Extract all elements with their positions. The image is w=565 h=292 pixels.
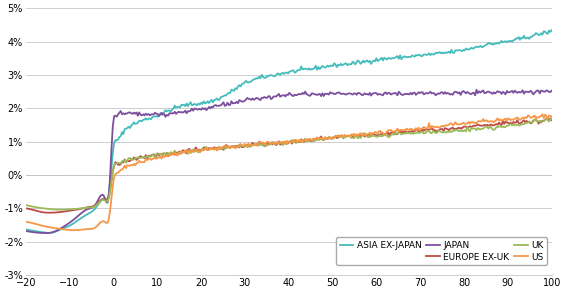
ASIA EX-JAPAN (406, 55, 412, 59)
ASIA EX-JAPAN (232, 86, 239, 90)
Line: EUROPE EX-UK: EUROPE EX-UK (26, 118, 551, 213)
US (539, 112, 546, 116)
JAPAN (354, 91, 361, 95)
UK (548, 117, 555, 121)
US (23, 220, 29, 223)
Line: JAPAN: JAPAN (26, 90, 551, 233)
Line: US: US (26, 114, 551, 230)
UK (87, 206, 94, 209)
JAPAN (548, 89, 555, 93)
US (548, 115, 555, 119)
US (354, 134, 361, 138)
ASIA EX-JAPAN (46, 231, 53, 235)
JAPAN (195, 107, 202, 111)
EUROPE EX-UK (232, 145, 239, 148)
UK (543, 117, 550, 120)
ASIA EX-JAPAN (23, 227, 29, 231)
UK (195, 150, 202, 154)
UK (232, 145, 239, 149)
EUROPE EX-UK (87, 205, 94, 209)
Line: UK: UK (26, 118, 551, 210)
UK (354, 137, 361, 140)
UK (56, 208, 63, 211)
EUROPE EX-UK (403, 131, 410, 134)
Line: ASIA EX-JAPAN: ASIA EX-JAPAN (26, 30, 551, 233)
US (71, 228, 78, 232)
ASIA EX-JAPAN (354, 59, 361, 62)
UK (403, 131, 410, 135)
EUROPE EX-UK (548, 119, 555, 122)
UK (23, 203, 29, 207)
US (87, 227, 94, 231)
EUROPE EX-UK (354, 133, 361, 137)
JAPAN (23, 229, 29, 233)
EUROPE EX-UK (23, 206, 29, 210)
EUROPE EX-UK (46, 211, 53, 214)
EUROPE EX-UK (195, 148, 202, 152)
JAPAN (403, 92, 410, 96)
JAPAN (473, 88, 480, 91)
JAPAN (232, 101, 239, 105)
US (232, 147, 239, 150)
ASIA EX-JAPAN (87, 211, 94, 214)
EUROPE EX-UK (406, 130, 412, 133)
US (406, 128, 412, 131)
ASIA EX-JAPAN (195, 102, 202, 105)
US (403, 127, 410, 130)
UK (406, 131, 412, 135)
US (195, 148, 202, 152)
Legend: ASIA EX-JAPAN, , JAPAN, EUROPE EX-UK, UK, US: ASIA EX-JAPAN, , JAPAN, EUROPE EX-UK, UK… (336, 237, 547, 265)
JAPAN (42, 231, 49, 235)
JAPAN (87, 207, 94, 210)
ASIA EX-JAPAN (403, 56, 410, 59)
EUROPE EX-UK (547, 117, 554, 120)
ASIA EX-JAPAN (548, 29, 555, 32)
JAPAN (406, 93, 412, 96)
